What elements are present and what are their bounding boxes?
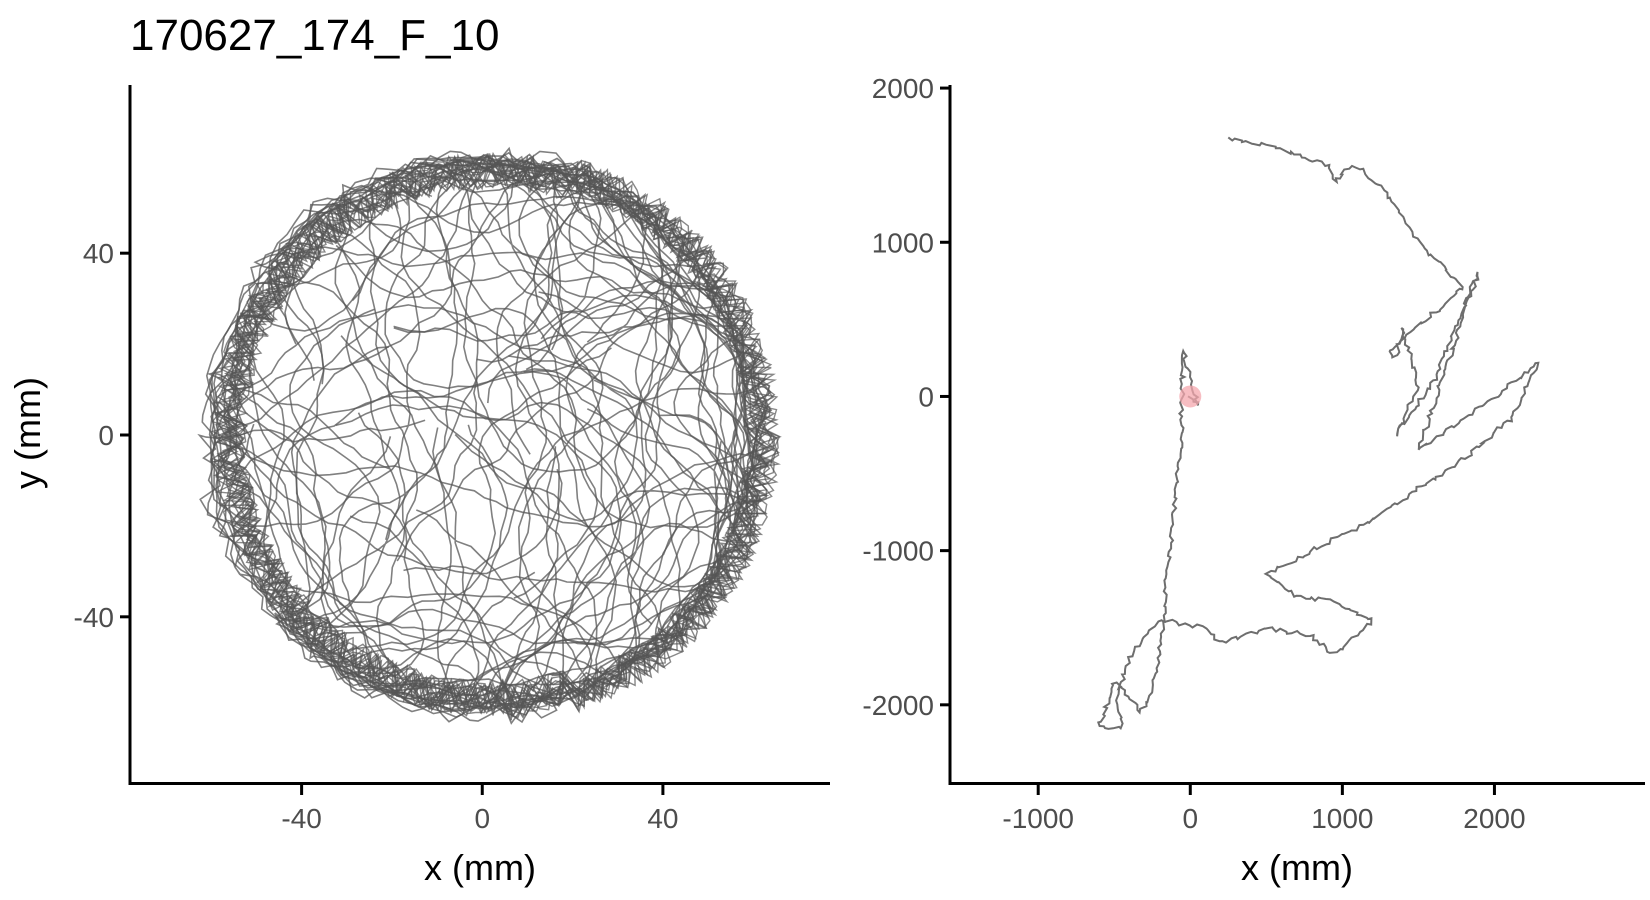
x-tick-label: 0 [1182,803,1198,834]
start-point-marker [1179,385,1202,408]
path-ticks: -1000 0 1000 2000 -2000 -1000 0 1000 2000 [862,73,1525,834]
x-tick-label: 40 [647,803,678,834]
path-line [1096,136,1540,730]
arena-track-segment [210,161,743,709]
y-tick-label: -1000 [862,536,934,567]
arena-wall-track [211,153,776,717]
arena-wall-track [219,153,775,715]
y-tick-label: 0 [918,381,934,412]
x-tick-label: 1000 [1311,803,1373,834]
arena-ticks: -40 0 40 -40 0 40 [74,238,679,834]
x-tick-label: 2000 [1463,803,1525,834]
arena-wall-track [214,161,782,712]
page-title: 170627_174_F_10 [130,11,499,60]
arena-x-axis-title: x (mm) [424,847,536,888]
arena-track-segment [217,284,739,699]
x-tick-label: -1000 [1002,803,1074,834]
y-tick-label: -2000 [862,690,934,721]
y-tick-label: 2000 [872,73,934,104]
arena-panel: -40 0 40 -40 0 40 x (mm) y (mm) [7,85,830,888]
x-tick-label: -40 [281,803,321,834]
y-tick-label: 1000 [872,227,934,258]
path-panel: -1000 0 1000 2000 -2000 -1000 0 1000 2000 x (mm) [862,73,1645,888]
arena-track-segment [231,184,720,713]
y-tick-label: -40 [74,602,114,633]
arena-y-axis-title: y (mm) [7,377,48,489]
arena-wall-track [212,158,780,714]
arena-track-segment [213,220,750,719]
arena-trajectory [197,146,782,725]
path-x-axis-title: x (mm) [1241,847,1353,888]
x-tick-label: 0 [474,803,490,834]
y-tick-label: 0 [98,420,114,451]
y-tick-label: 40 [83,238,114,269]
path-trajectory [1096,136,1540,730]
